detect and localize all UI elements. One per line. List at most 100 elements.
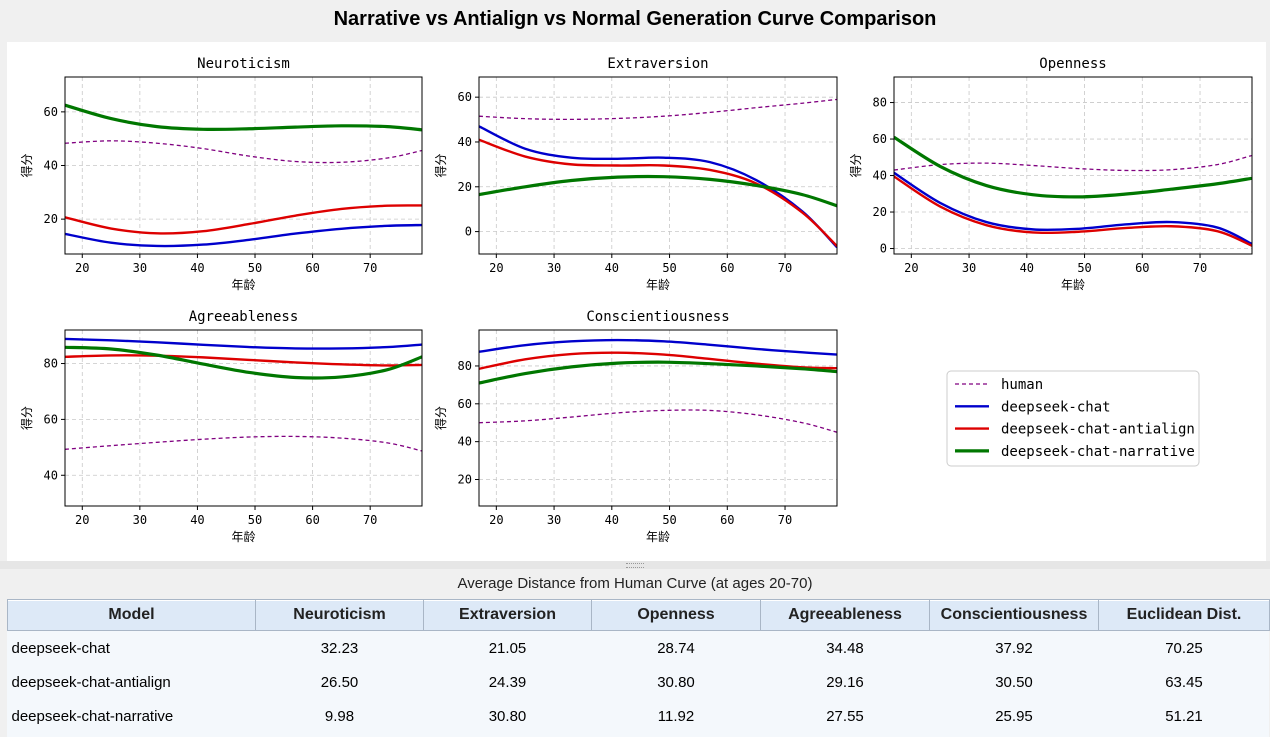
table-row[interactable]: deepseek-chat-antialign 26.50 24.39 30.8… <box>8 665 1270 699</box>
x-tick-label: 30 <box>962 261 976 275</box>
table-cell: 11.92 <box>657 707 695 725</box>
x-axis-label: 年龄 <box>231 530 255 544</box>
column-header-euclidean[interactable]: Euclidean Dist. <box>1098 599 1270 631</box>
series-line-human <box>65 140 422 164</box>
y-tick-label: 60 <box>458 397 472 411</box>
series-line-deepseek-chat-antialign <box>479 138 837 248</box>
subplot-title: Agreeableness <box>189 309 299 325</box>
table-cell: 28.74 <box>657 639 695 657</box>
table-row[interactable]: deepseek-chat-narrative 9.98 30.80 11.92… <box>8 699 1270 733</box>
series-line-deepseek-chat <box>65 223 422 248</box>
series-line-human <box>65 435 422 452</box>
x-tick-label: 60 <box>305 261 319 275</box>
series-line-deepseek-chat <box>479 338 837 356</box>
table-cell: deepseek-chat <box>11 639 110 657</box>
table-cell: 37.92 <box>995 639 1033 657</box>
y-axis-label: 得分 <box>848 153 863 177</box>
table-cell: 24.39 <box>488 673 527 691</box>
distance-table: Model Neuroticism Extraversion Openness … <box>7 599 1270 733</box>
x-tick-label: 20 <box>75 513 89 527</box>
table-cell: 21.05 <box>488 639 527 657</box>
column-header-openness[interactable]: Openness <box>591 599 761 631</box>
distance-table-container: Model Neuroticism Extraversion Openness … <box>7 599 1270 737</box>
x-tick-label: 70 <box>363 261 377 275</box>
legend-box <box>946 370 1200 467</box>
table-cell: deepseek-chat-antialign <box>11 673 171 691</box>
x-tick-label: 50 <box>248 513 262 527</box>
subplot-extraversion: 20 30 40 50 60 70 0 20 40 60 Extraversion 年龄 得分 <box>433 56 838 292</box>
y-tick-label: 60 <box>44 105 58 119</box>
column-header-conscientiousness[interactable]: Conscientiousness <box>929 599 1099 631</box>
axes-frame <box>478 76 838 255</box>
table-row[interactable]: deepseek-chat 32.23 21.05 28.74 34.48 37… <box>8 631 1270 666</box>
y-axis-label: 得分 <box>19 153 34 177</box>
x-axis-label: 年龄 <box>231 278 255 292</box>
table-cell: 63.45 <box>1165 673 1203 691</box>
series-group <box>65 103 422 248</box>
subplot-title: Extraversion <box>607 56 708 72</box>
series-line-deepseek-chat-antialign <box>894 175 1252 247</box>
table-cell: 26.50 <box>320 673 359 691</box>
y-tick-label: 60 <box>44 412 58 426</box>
legend-label: deepseek-chat-antialign <box>1001 422 1195 438</box>
axes-frame <box>64 329 423 507</box>
y-tick-label: 20 <box>44 212 58 226</box>
table-caption: Average Distance from Human Curve (at ag… <box>457 575 813 592</box>
table-cell: 30.80 <box>488 707 527 725</box>
column-header-agreeableness[interactable]: Agreeableness <box>760 599 930 631</box>
column-header-neuroticism[interactable]: Neuroticism <box>255 599 424 631</box>
subplot-conscientiousness: 20 30 40 50 60 70 20 40 60 80 Conscientiousness 年龄 得… <box>433 309 838 544</box>
series-line-deepseek-chat-narrative <box>65 345 422 380</box>
y-tick-label: 40 <box>44 468 58 482</box>
pane-splitter[interactable] <box>0 561 1270 569</box>
splitter-grip-icon[interactable] <box>626 563 644 568</box>
series-group <box>65 337 422 452</box>
series-line-deepseek-chat <box>894 171 1252 246</box>
x-tick-label: 30 <box>547 513 561 527</box>
y-axis-label: 得分 <box>19 406 34 430</box>
y-tick-label: 60 <box>458 90 472 104</box>
column-header-model[interactable]: Model <box>7 599 256 631</box>
table-cell: 9.98 <box>324 707 355 725</box>
chart-canvas: 20 30 40 50 60 70 20 40 60 Neuroticism 年龄 得分 20 30 40 5… <box>7 42 1266 561</box>
y-tick-label: 0 <box>465 225 472 239</box>
y-tick-label: 80 <box>44 357 58 371</box>
series-group <box>479 338 837 433</box>
x-tick-label: 70 <box>1193 261 1207 275</box>
x-tick-label: 60 <box>1135 261 1149 275</box>
x-tick-label: 30 <box>547 261 561 275</box>
table-cell: 51.21 <box>1165 707 1203 725</box>
series-line-deepseek-chat-narrative <box>65 103 422 132</box>
axes-frame <box>478 329 838 507</box>
table-cell: 34.48 <box>826 639 864 657</box>
x-tick-label: 60 <box>720 513 734 527</box>
x-tick-label: 50 <box>662 513 676 527</box>
series-line-human <box>479 98 837 121</box>
x-tick-label: 40 <box>605 513 619 527</box>
subplot-title: Openness <box>1039 56 1106 72</box>
table-cell: 25.95 <box>995 707 1033 725</box>
series-group <box>894 135 1252 247</box>
series-line-deepseek-chat-antialign <box>65 354 422 367</box>
y-tick-label: 20 <box>458 180 472 194</box>
subplot-neuroticism: 20 30 40 50 60 70 20 40 60 Neuroticism 年龄 得分 <box>19 56 423 292</box>
y-tick-label: 0 <box>880 242 887 256</box>
x-tick-label: 70 <box>778 513 792 527</box>
table-cell: 30.80 <box>657 673 695 691</box>
series-line-deepseek-chat-narrative <box>479 174 837 208</box>
x-tick-label: 70 <box>778 261 792 275</box>
subplot-title: Conscientiousness <box>586 309 729 325</box>
column-header-extraversion[interactable]: Extraversion <box>423 599 592 631</box>
legend-label: human <box>1001 377 1043 393</box>
x-tick-label: 40 <box>190 261 204 275</box>
x-tick-label: 20 <box>489 513 503 527</box>
table-cell: deepseek-chat-narrative <box>11 707 174 725</box>
legend: human deepseek-chat deepseek-chat-antialig… <box>946 370 1200 467</box>
table-cell: 32.23 <box>320 639 359 657</box>
y-tick-label: 60 <box>873 132 887 146</box>
x-tick-label: 50 <box>248 261 262 275</box>
subplot-title: Neuroticism <box>197 56 290 72</box>
y-tick-label: 40 <box>44 159 58 173</box>
y-tick-label: 20 <box>873 205 887 219</box>
